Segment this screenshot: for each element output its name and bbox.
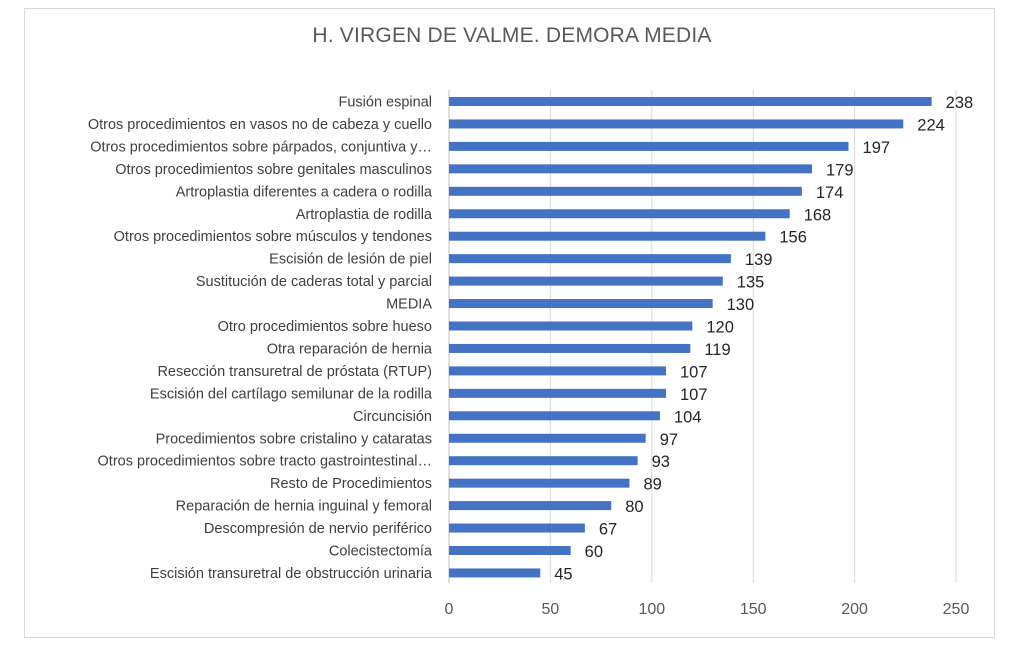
bar	[449, 231, 766, 241]
value-label: 168	[804, 206, 832, 224]
value-label: 179	[826, 161, 854, 179]
category-label: MEDIA	[386, 297, 432, 313]
bar	[449, 186, 802, 196]
value-label: 107	[680, 363, 708, 381]
category-label: Fusión espinal	[339, 95, 433, 111]
x-axis-ticks: 0 50 100 150 200 250	[445, 601, 970, 618]
bar	[449, 97, 932, 106]
category-label: Otra reparación de hernia	[267, 341, 433, 357]
bar	[449, 299, 713, 309]
bar	[449, 276, 723, 286]
bar	[449, 366, 666, 376]
value-label: 135	[737, 274, 765, 292]
bar	[449, 343, 691, 353]
bar	[449, 546, 571, 555]
bar	[449, 388, 666, 398]
value-label: 174	[816, 184, 844, 202]
bar	[449, 209, 790, 219]
value-label: 107	[680, 386, 708, 404]
category-label: Resección transuretral de próstata (RTUP…	[157, 364, 432, 380]
x-tick-label: 100	[638, 601, 665, 618]
x-tick-label: 250	[943, 601, 970, 618]
bar	[449, 321, 693, 331]
category-label: Otros procedimientos en vasos no de cabe…	[88, 117, 432, 133]
bar	[449, 433, 646, 443]
category-label: Artroplastia diferentes a cadera o rodil…	[176, 184, 433, 200]
value-label: 93	[652, 453, 670, 471]
category-label: Descompresión de nervio periférico	[204, 521, 432, 537]
category-label: Otro procedimientos sobre hueso	[218, 319, 432, 335]
value-label: 224	[917, 116, 945, 134]
bar	[449, 478, 630, 488]
category-label: Otros procedimientos sobre músculos y te…	[114, 229, 432, 245]
value-label: 45	[554, 565, 572, 583]
bar	[449, 164, 813, 174]
bar	[449, 254, 731, 264]
category-label: Reparación de hernia inguinal y femoral	[176, 499, 432, 515]
value-label: 67	[599, 521, 617, 539]
value-label: 156	[779, 229, 807, 247]
x-tick-label: 200	[841, 601, 868, 618]
category-label: Artroplastia de rodilla	[296, 207, 433, 223]
bars	[449, 97, 932, 578]
category-label: Otros procedimientos sobre párpados, con…	[90, 139, 432, 155]
category-label: Procedimientos sobre cristalino y catara…	[156, 431, 432, 447]
value-label: 97	[660, 431, 678, 449]
x-tick-label: 0	[445, 601, 454, 618]
category-label: Otros procedimientos sobre genitales mas…	[115, 162, 432, 178]
value-label: 139	[745, 251, 773, 269]
category-label: Escisión de lesión de piel	[269, 252, 432, 268]
value-label: 130	[727, 296, 755, 314]
category-label: Escisión del cartílago semilunar de la r…	[150, 386, 433, 402]
value-label: 80	[625, 498, 643, 516]
value-label: 197	[863, 139, 891, 157]
bar	[449, 456, 638, 466]
value-label: 89	[643, 476, 661, 494]
x-tick-label: 150	[740, 601, 767, 618]
bar	[449, 411, 660, 421]
x-tick-label: 50	[542, 601, 560, 618]
category-label: Circuncisión	[353, 409, 432, 425]
bar	[449, 501, 612, 511]
value-label: 104	[674, 408, 702, 426]
category-label: Sustitución de caderas total y parcial	[196, 274, 432, 290]
category-label: Escisión transuretral de obstrucción uri…	[150, 566, 433, 582]
value-label: 120	[706, 319, 734, 337]
value-label: 60	[585, 543, 603, 561]
category-label: Otros procedimientos sobre tracto gastro…	[98, 454, 432, 470]
bar	[449, 141, 849, 151]
bar	[449, 523, 585, 533]
category-label: Colecistectomía	[329, 544, 433, 560]
category-label: Resto de Procedimientos	[270, 476, 432, 492]
category-labels: Fusión espinal Otros procedimientos en va…	[88, 95, 433, 582]
bar	[449, 568, 541, 578]
bar	[449, 119, 904, 129]
value-label: 238	[946, 94, 974, 112]
chart-title: H. VIRGEN DE VALME. DEMORA MEDIA	[312, 24, 712, 47]
value-label: 119	[704, 341, 730, 359]
